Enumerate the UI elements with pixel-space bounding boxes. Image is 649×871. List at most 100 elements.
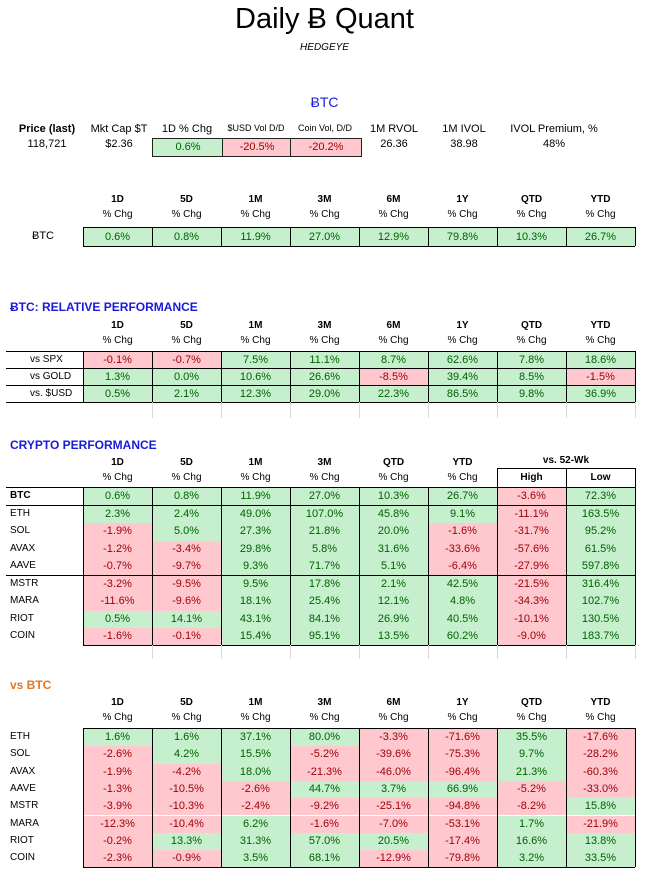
- price-label: Mkt Cap $T: [90, 123, 148, 135]
- data-cell: 12.9%: [359, 228, 428, 246]
- grid-line: [221, 728, 222, 867]
- data-cell: -0.7%: [152, 352, 221, 369]
- data-cell: -1.6%: [290, 815, 359, 833]
- col-header: 1Y: [456, 194, 469, 205]
- data-cell: 13.5%: [359, 628, 428, 646]
- col-subheader: % Chg: [378, 335, 409, 346]
- col-header: 1M: [248, 194, 263, 205]
- col-subheader: % Chg: [309, 209, 340, 220]
- col-header: YTD: [590, 697, 611, 708]
- col-subheader: % Chg: [516, 209, 547, 220]
- data-cell: 4.8%: [428, 593, 497, 611]
- relative-performance-title: ɃTC: RELATIVE PERFORMANCE: [10, 300, 198, 314]
- col-subheader: % Chg: [240, 209, 271, 220]
- grid-line: [83, 867, 635, 868]
- data-cell: 17.8%: [290, 575, 359, 593]
- price-label: 1M RVOL: [369, 123, 419, 135]
- grid-line: [497, 351, 498, 402]
- grid-line: [497, 728, 498, 867]
- data-cell: -2.3%: [83, 850, 152, 868]
- grid-line: [83, 728, 84, 867]
- col-subheader: % Chg: [309, 335, 340, 346]
- col-subheader: % Chg: [171, 209, 202, 220]
- price-value: 118,721: [27, 138, 67, 150]
- grid-line: [635, 227, 636, 246]
- data-cell: -3.6%: [497, 488, 566, 506]
- grid-line: [152, 351, 153, 402]
- col-header: 6M: [386, 320, 401, 331]
- data-cell: 11.9%: [221, 488, 290, 506]
- data-cell: -60.3%: [566, 763, 635, 781]
- row-label: SOL: [10, 525, 31, 536]
- data-cell: 0.8%: [152, 488, 221, 506]
- data-cell: 26.7%: [428, 488, 497, 506]
- grid-line: [290, 487, 291, 645]
- grid-line: [497, 487, 498, 645]
- data-cell: 15.5%: [221, 746, 290, 764]
- grid-line: [152, 227, 153, 246]
- vs-btc-title: vs BTC: [10, 678, 52, 692]
- data-cell: 79.8%: [428, 228, 497, 246]
- data-cell: -57.6%: [497, 540, 566, 558]
- data-cell: 13.8%: [566, 832, 635, 851]
- price-label: Price (last): [18, 123, 76, 135]
- price-value: 26.36: [380, 138, 408, 150]
- grid-line: [6, 351, 635, 352]
- data-cell: -1.9%: [83, 523, 152, 541]
- data-cell: -1.2%: [83, 540, 152, 558]
- data-cell: -6.4%: [428, 558, 497, 576]
- col-subheader: % Chg: [102, 472, 133, 483]
- grid-line: [635, 468, 636, 487]
- grid-line: [359, 487, 360, 645]
- grid-line: [497, 468, 498, 487]
- col-header: QTD: [520, 697, 543, 708]
- row-label: MARA: [10, 817, 39, 829]
- grid-line: [6, 402, 635, 403]
- data-cell: 183.7%: [566, 628, 635, 646]
- data-cell: -3.2%: [83, 575, 152, 593]
- data-cell: -0.1%: [83, 352, 152, 369]
- data-cell: 42.5%: [428, 575, 497, 593]
- data-cell: -2.4%: [221, 798, 290, 816]
- data-cell: -11.1%: [497, 505, 566, 523]
- data-cell: -10.1%: [497, 610, 566, 628]
- grid-line: [6, 487, 635, 488]
- data-cell: 0.6%: [83, 228, 152, 246]
- data-cell: -4.2%: [152, 763, 221, 781]
- data-cell: 5.1%: [359, 558, 428, 576]
- grid-line: [6, 575, 635, 576]
- row-label: vs SPX: [30, 354, 63, 365]
- grid-line: [566, 468, 567, 487]
- data-cell: 18.6%: [566, 352, 635, 369]
- row-label: COIN: [10, 630, 35, 641]
- grid-line: [221, 351, 222, 402]
- data-cell: -1.9%: [83, 763, 152, 781]
- grid-line: [566, 227, 567, 246]
- grid-line: [290, 351, 291, 402]
- data-cell: 7.5%: [221, 352, 290, 369]
- data-cell: 80.0%: [290, 729, 359, 747]
- data-cell: 61.5%: [566, 540, 635, 558]
- data-cell: 29.0%: [290, 386, 359, 403]
- price-value: -20.2%: [290, 138, 362, 157]
- data-cell: 72.3%: [566, 488, 635, 506]
- col-header: QTD: [520, 320, 543, 331]
- data-cell: 9.8%: [497, 386, 566, 403]
- data-cell: 11.1%: [290, 352, 359, 369]
- data-cell: -9.2%: [290, 798, 359, 816]
- col-header: 1D: [111, 457, 124, 468]
- grid-line: [221, 227, 222, 246]
- data-cell: -34.3%: [497, 593, 566, 611]
- price-value: 38.98: [450, 138, 478, 150]
- col-header: 3M: [317, 697, 332, 708]
- grid-line: [290, 227, 291, 246]
- data-cell: 62.6%: [428, 352, 497, 369]
- price-label: Coin Vol, D/D: [297, 123, 353, 133]
- data-cell: 1.6%: [152, 729, 221, 747]
- grid-line: [359, 402, 360, 418]
- data-cell: -12.3%: [83, 815, 152, 833]
- data-cell: 20.5%: [359, 832, 428, 851]
- data-cell: 95.1%: [290, 628, 359, 646]
- data-cell: 316.4%: [566, 575, 635, 593]
- grid-line: [290, 402, 291, 418]
